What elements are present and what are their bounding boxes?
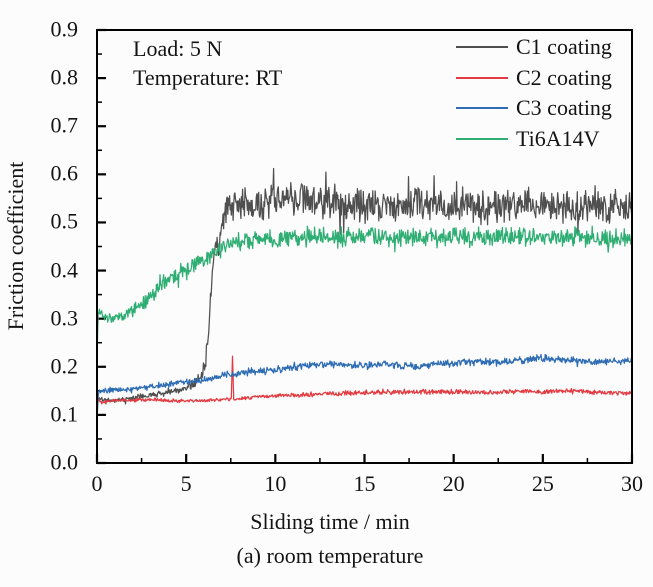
legend-line-ti6a14v <box>456 137 508 140</box>
plot-border <box>96 29 633 464</box>
x-tick-label: 20 <box>442 471 465 496</box>
x-tick-label: 0 <box>91 471 103 496</box>
curve-c1-coating <box>97 167 632 405</box>
legend-item-c2-coating: C2 coating <box>456 65 612 91</box>
y-tick-label: 0.5 <box>50 208 79 234</box>
x-tick-label: 10 <box>264 471 287 496</box>
y-tick-label: 0.3 <box>50 305 79 331</box>
x-tick-label: 15 <box>353 471 376 496</box>
annotation-block: Load: 5 N Temperature: RT <box>133 34 282 92</box>
legend-item-ti6a14v: Ti6A14V <box>456 126 600 152</box>
x-tick-label: 30 <box>621 471 643 496</box>
legend-item-c3-coating: C3 coating <box>456 95 612 121</box>
curve-ti6a14v <box>97 225 632 366</box>
curve-c2-coating <box>97 355 632 405</box>
legend-line-c1-coating <box>456 46 508 48</box>
legend-line-c3-coating <box>456 107 508 109</box>
legend-item-c1-coating: C1 coating <box>456 34 612 60</box>
y-tick-label: 0.2 <box>50 353 79 379</box>
x-tick-label: 25 <box>531 471 554 496</box>
y-tick-label: 0.7 <box>50 112 79 138</box>
y-tick-label: 0.0 <box>50 449 79 475</box>
legend-label-c3-coating: C3 coating <box>516 95 612 120</box>
legend-line-c2-coating <box>456 76 508 79</box>
y-tick-label: 0.4 <box>50 257 79 283</box>
y-tick-label: 0.6 <box>50 160 79 186</box>
y-axis-label: Friction coefficient <box>3 161 28 331</box>
legend-label-c2-coating: C2 coating <box>516 64 612 90</box>
y-tick-label: 0.1 <box>50 401 79 427</box>
curve-c3-coating <box>97 353 632 420</box>
legend-label-ti6a14v: Ti6A14V <box>516 125 600 151</box>
y-tick-label: 0.8 <box>50 64 79 90</box>
annotation-temperature: Temperature: RT <box>133 65 283 90</box>
y-tick-label: 0.9 <box>50 16 79 42</box>
annotation-load: Load: 5 N <box>133 36 223 61</box>
figure-caption: (a) room temperature <box>236 543 424 568</box>
legend-label-c1-coating: C1 coating <box>516 34 612 59</box>
x-tick-label: 5 <box>180 471 192 496</box>
x-axis-label: Sliding time / min <box>250 509 410 534</box>
